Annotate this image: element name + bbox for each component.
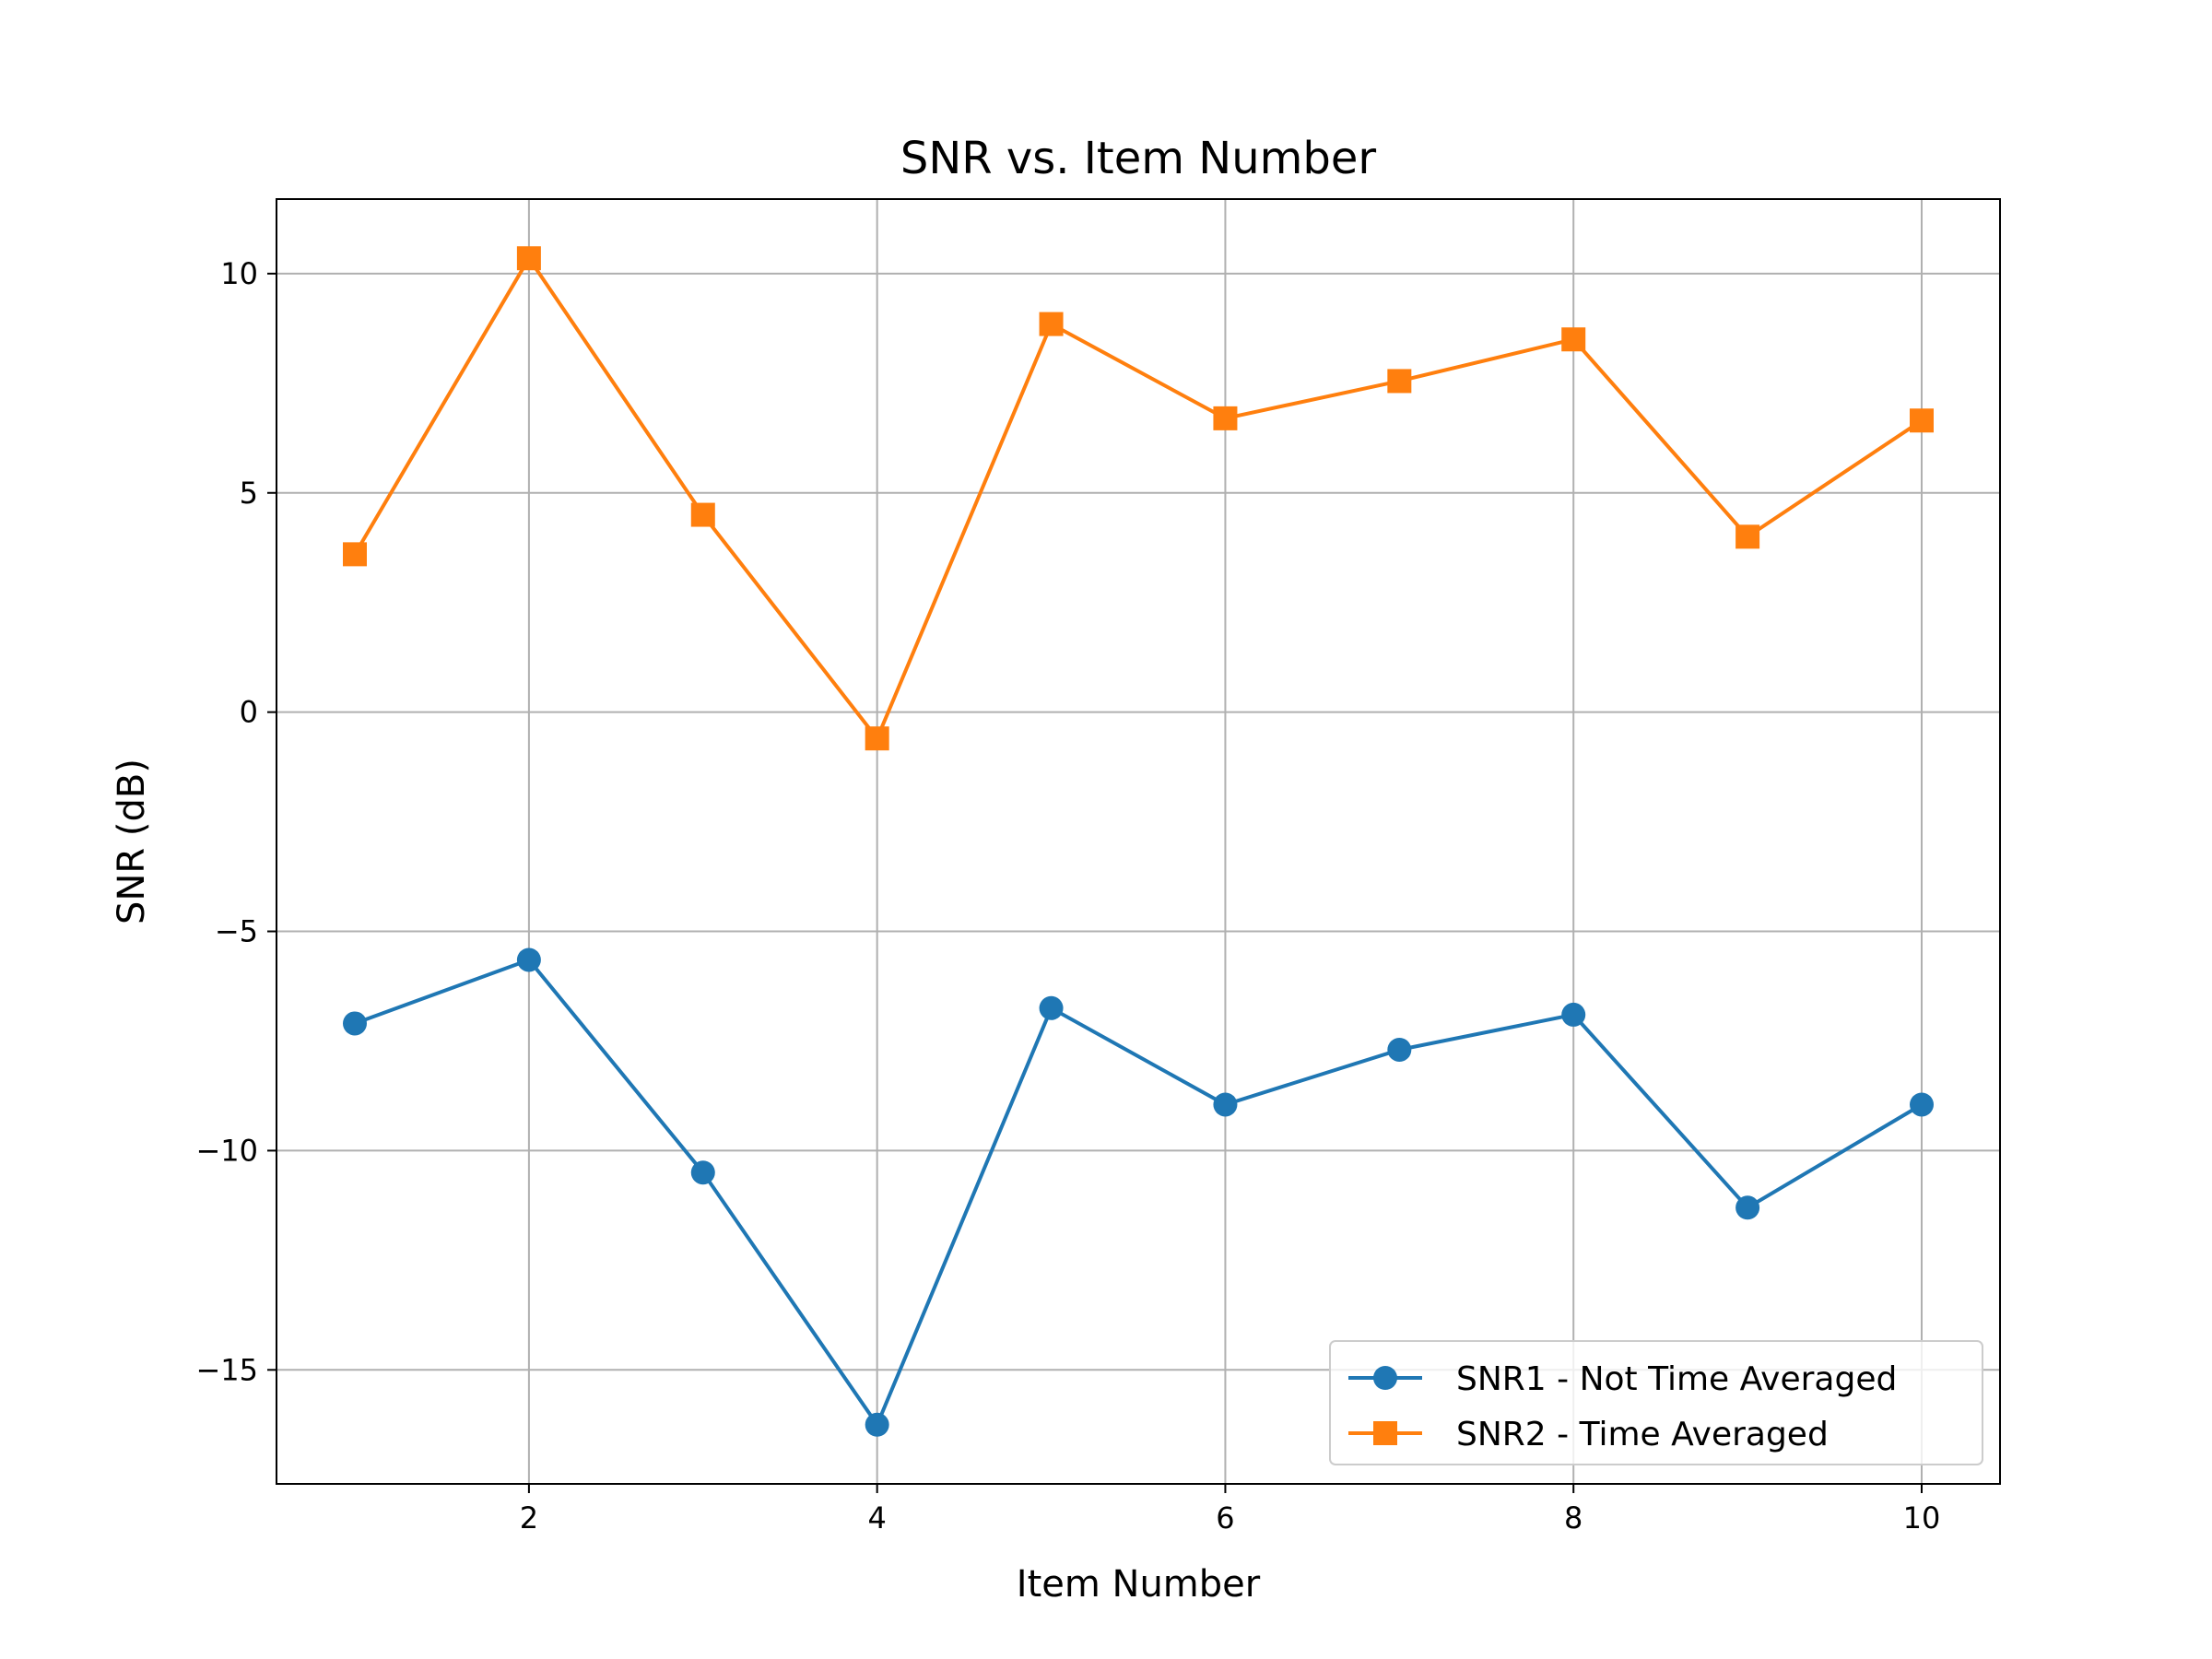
series-1-point [1561,1002,1586,1027]
series-layer [343,246,1934,1437]
y-tick-label: −10 [195,1133,258,1168]
legend-swatch-marker [1373,1421,1397,1445]
legend-label: SNR2 - Time Averaged [1456,1416,1829,1453]
legend-swatch-marker [1373,1366,1397,1390]
series-1 [343,947,1934,1437]
y-tick-label: 5 [240,476,258,511]
series-1-point [1910,1092,1934,1117]
y-tick-label: 10 [220,256,258,291]
series-1-point [690,1160,715,1185]
x-tick-label: 10 [1903,1500,1941,1535]
y-tick-label: −5 [215,914,258,949]
y-axis-label: SNR (dB) [111,759,153,924]
series-2-point [690,502,715,527]
legend: SNR1 - Not Time Averaged SNR2 - Time Aver… [1329,1340,1983,1465]
legend-label: SNR1 - Not Time Averaged [1456,1360,1897,1398]
series-2 [343,246,1934,751]
legend-entry-1: SNR1 - Not Time Averaged [1348,1360,1897,1398]
series-2-point [343,542,367,567]
series-1-point [1213,1092,1238,1117]
y-axis: 10 5 0 −5 −10 −15 [195,256,276,1387]
y-tick-label: 0 [240,695,258,730]
x-axis-label: Item Number [1017,1563,1261,1606]
series-2-point [1735,524,1760,549]
series-2-point [1910,408,1934,433]
series-1-point [343,1011,367,1036]
x-tick-label: 2 [520,1500,538,1535]
series-2-point [1387,369,1412,394]
series-1-line [354,958,1924,1427]
series-2-point [1213,406,1238,430]
plot-frame [276,198,2001,1485]
series-1-point [865,1412,889,1437]
series-2-line [353,256,1924,741]
series-2-point [865,726,889,751]
series-2-point [516,246,541,271]
y-tick-label: −15 [195,1352,258,1387]
chart-title: SNR vs. Item Number [900,133,1377,184]
legend-entry-2: SNR2 - Time Averaged [1348,1416,1829,1453]
x-axis: 2 4 6 8 10 [520,1484,1941,1535]
x-tick-label: 8 [1564,1500,1583,1535]
series-1-point [516,947,541,972]
series-1-point [1387,1037,1412,1062]
series-1-point [1039,995,1064,1020]
x-tick-label: 6 [1216,1500,1234,1535]
x-tick-label: 4 [867,1500,886,1535]
series-1-point [1735,1195,1760,1220]
series-2-point [1561,327,1586,352]
series-2-point [1039,312,1064,336]
plot-area [276,199,2000,1484]
legend-box [1329,1340,1983,1465]
legend-items: SNR1 - Not Time Averaged SNR2 - Time Aver… [1348,1360,1897,1453]
